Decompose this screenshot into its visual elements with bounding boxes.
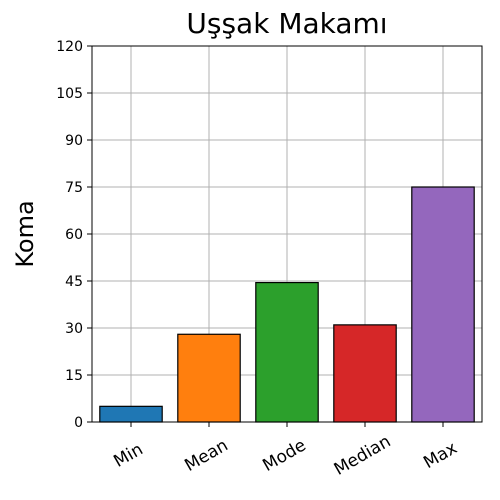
bar-max xyxy=(411,186,475,423)
bar-mean xyxy=(177,333,241,423)
x-tick-label: Mean xyxy=(181,435,231,475)
bars xyxy=(99,186,475,423)
bar-median xyxy=(333,324,397,423)
y-axis-label: Koma xyxy=(11,200,39,267)
y-tick-label: 45 xyxy=(65,274,83,290)
y-tick-label: 75 xyxy=(65,180,83,196)
y-tick-label: 15 xyxy=(65,368,83,384)
y-tick-label: 30 xyxy=(65,321,83,337)
y-tick-label: 60 xyxy=(65,227,83,243)
x-axis-ticks: Min Mean Mode Median Max xyxy=(110,422,461,480)
chart-title: Uşşak Makamı xyxy=(186,7,387,40)
y-tick-label: 120 xyxy=(56,39,83,55)
x-tick-label: Max xyxy=(420,438,460,473)
x-tick-label: Median xyxy=(331,432,395,480)
y-tick-label: 105 xyxy=(56,86,83,102)
y-tick-label: 90 xyxy=(65,133,83,149)
x-tick-label: Mode xyxy=(259,435,309,475)
bar-mode xyxy=(255,281,319,423)
bar-min xyxy=(99,405,163,423)
y-axis-ticks: 0 15 30 45 60 75 90 105 120 xyxy=(56,39,92,431)
x-tick-label: Min xyxy=(110,439,146,471)
y-tick-label: 0 xyxy=(74,415,83,431)
